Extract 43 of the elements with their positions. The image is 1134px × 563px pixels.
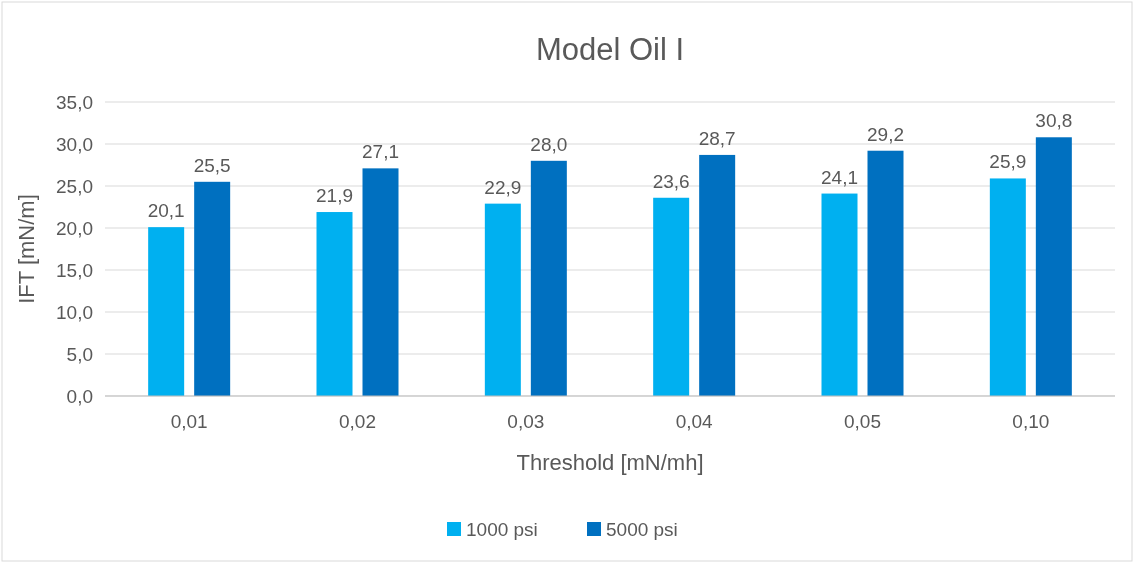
data-label: 20,1 [147,200,185,222]
data-label: 28,0 [530,133,568,155]
bar [699,154,736,396]
y-tick-label: 0,0 [66,385,93,407]
x-tick-label: 0,10 [1012,411,1050,432]
x-axis-title: Threshold [mN/mh] [516,450,704,475]
y-tick-label: 25,0 [56,175,93,197]
x-tick-label: 0,03 [507,411,545,432]
data-label: 25,5 [193,154,231,176]
data-label: 24,1 [821,166,858,188]
bar [484,203,521,396]
chart-title: Model Oil I [535,32,685,67]
bar [362,168,399,396]
data-label: 29,2 [867,123,904,145]
y-tick-label: 5,0 [66,343,93,365]
data-label: 30,8 [1035,110,1073,132]
y-axis-title: IFT [mN/m] [14,194,39,304]
data-label: 21,9 [316,185,353,207]
x-tick-label: 0,05 [844,411,881,432]
data-label: 23,6 [652,170,690,192]
bar [148,227,185,396]
bar [989,178,1026,396]
legend-label: 5000 psi [606,518,678,540]
y-tick-label: 20,0 [56,217,93,239]
bar [194,181,231,396]
data-label: 27,1 [362,141,399,163]
y-tick-label: 10,0 [56,301,93,323]
data-label: 28,7 [698,127,736,149]
data-label: 25,9 [989,151,1027,173]
y-tick-label: 35,0 [56,91,93,113]
x-tick-label: 0,02 [339,411,376,432]
bar [1035,137,1072,396]
y-tick-label: 30,0 [56,133,93,155]
bar [867,150,904,396]
bar [821,193,858,396]
bar [316,212,353,396]
legend-label: 1000 psi [466,518,538,540]
x-tick-label: 0,01 [170,411,208,432]
bar [653,197,690,396]
data-label: 22,9 [484,176,522,198]
y-tick-label: 15,0 [56,259,93,281]
bar [530,160,567,396]
x-tick-label: 0,04 [675,411,714,432]
